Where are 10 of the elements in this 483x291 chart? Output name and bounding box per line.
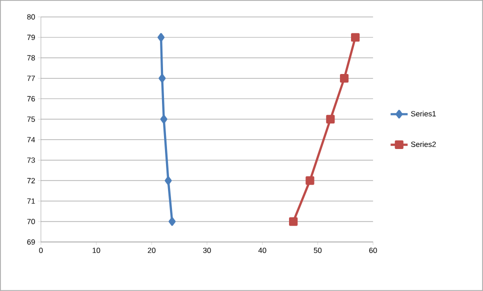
- point: [351, 33, 360, 42]
- point: [158, 74, 166, 83]
- point: [160, 114, 168, 124]
- point: [289, 217, 298, 226]
- point: [326, 114, 335, 124]
- point: [168, 217, 176, 226]
- point: [164, 176, 172, 185]
- point: [158, 33, 165, 42]
- point: [306, 176, 314, 185]
- point: [340, 74, 349, 83]
